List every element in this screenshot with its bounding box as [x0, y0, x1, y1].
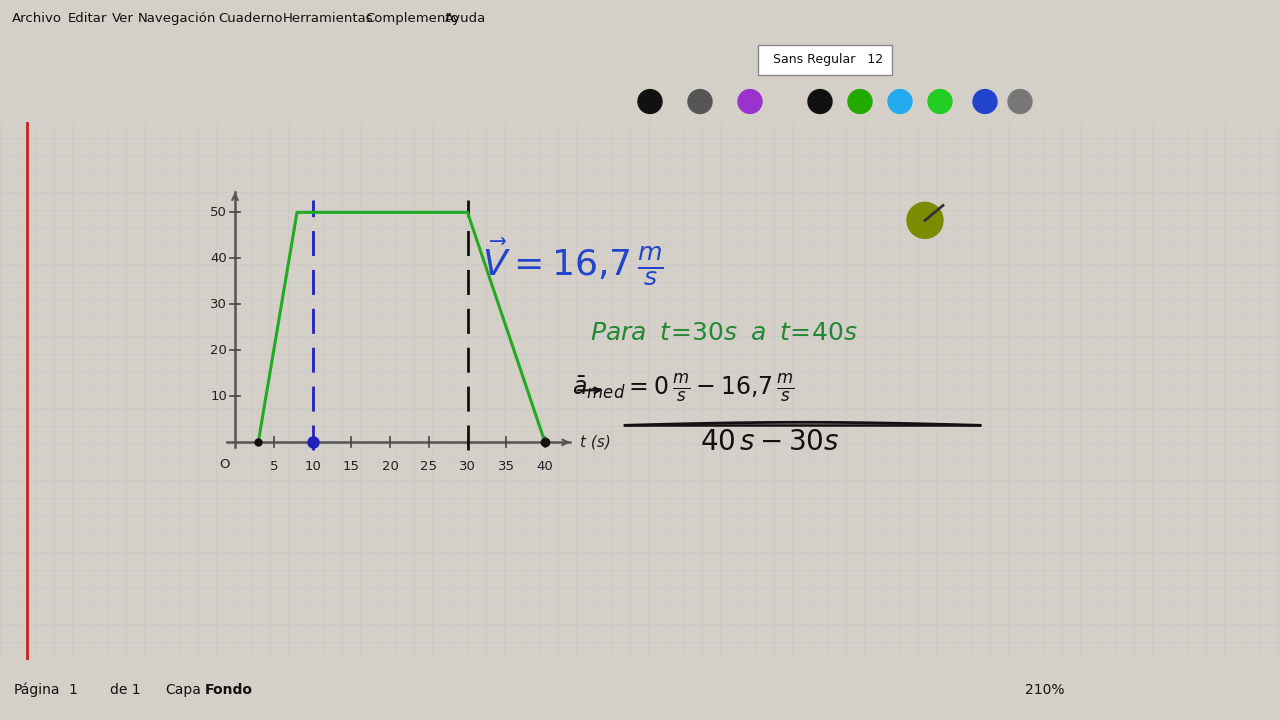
- Text: $\vec{V}=16{,}7\,\frac{m}{s}$: $\vec{V}=16{,}7\,\frac{m}{s}$: [483, 236, 664, 287]
- Text: 40: 40: [210, 252, 227, 265]
- Text: 35: 35: [498, 460, 515, 473]
- Circle shape: [849, 89, 872, 114]
- Circle shape: [808, 89, 832, 114]
- Text: Fondo: Fondo: [205, 683, 253, 697]
- Text: 20: 20: [381, 460, 398, 473]
- Text: Página: Página: [14, 683, 60, 698]
- Circle shape: [888, 89, 911, 114]
- Text: Ver: Ver: [113, 12, 134, 25]
- Text: t (s): t (s): [580, 435, 611, 450]
- Text: Herramientas: Herramientas: [283, 12, 374, 25]
- Circle shape: [908, 202, 943, 238]
- Circle shape: [928, 89, 952, 114]
- Text: Cuaderno: Cuaderno: [218, 12, 283, 25]
- Text: 1: 1: [68, 683, 77, 697]
- Text: Navegación: Navegación: [138, 12, 216, 25]
- Text: Editar: Editar: [68, 12, 108, 25]
- Text: 210%: 210%: [1025, 683, 1065, 697]
- Text: $\bar{a}_{med}=0\,\frac{m}{s}-16{,}7\,\frac{m}{s}$: $\bar{a}_{med}=0\,\frac{m}{s}-16{,}7\,\f…: [572, 373, 795, 404]
- Text: 5: 5: [270, 460, 278, 473]
- Text: 50: 50: [210, 206, 227, 219]
- Text: $40\,s-30s$: $40\,s-30s$: [700, 428, 840, 456]
- Text: 10: 10: [305, 460, 321, 473]
- Text: Complemento: Complemento: [365, 12, 458, 25]
- Circle shape: [739, 89, 762, 114]
- Text: 40: 40: [536, 460, 553, 473]
- Text: Capa: Capa: [165, 683, 201, 697]
- Text: Archivo: Archivo: [12, 12, 61, 25]
- Text: 30: 30: [460, 460, 476, 473]
- Circle shape: [637, 89, 662, 114]
- Text: 20: 20: [210, 344, 227, 357]
- Text: $Para\;\; t\!=\!30s\;\; a\;\; t\!=\!40s$: $Para\;\; t\!=\!30s\;\; a\;\; t\!=\!40s$: [590, 321, 858, 346]
- Circle shape: [689, 89, 712, 114]
- Text: 10: 10: [210, 390, 227, 402]
- FancyBboxPatch shape: [758, 45, 892, 75]
- Circle shape: [973, 89, 997, 114]
- Text: Ayuda: Ayuda: [445, 12, 486, 25]
- Text: O: O: [220, 459, 230, 472]
- Text: Sans Regular   12: Sans Regular 12: [773, 53, 883, 66]
- Circle shape: [1009, 89, 1032, 114]
- Text: 25: 25: [420, 460, 438, 473]
- Text: 15: 15: [343, 460, 360, 473]
- Text: 30: 30: [210, 298, 227, 311]
- Text: de 1: de 1: [110, 683, 141, 697]
